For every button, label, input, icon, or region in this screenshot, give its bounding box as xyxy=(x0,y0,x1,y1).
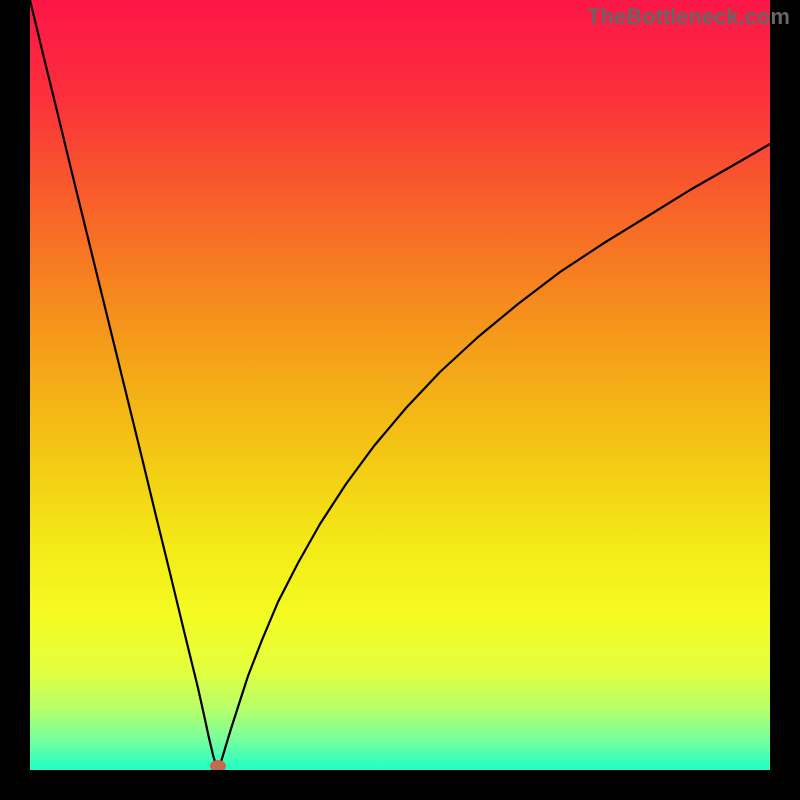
chart-svg xyxy=(0,0,800,800)
bottleneck-chart: TheBottleneck.com xyxy=(0,0,800,800)
plot-background xyxy=(30,0,770,770)
border-bottom xyxy=(0,770,800,800)
watermark-text: TheBottleneck.com xyxy=(587,4,790,30)
border-right xyxy=(770,0,800,800)
border-left xyxy=(0,0,30,800)
